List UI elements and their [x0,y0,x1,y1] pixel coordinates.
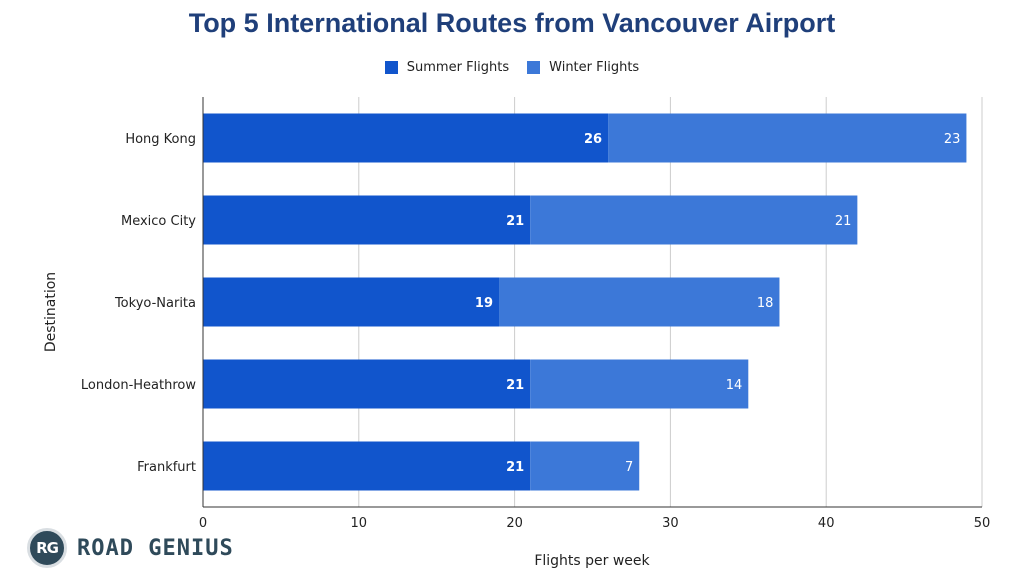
data-label: 18 [757,296,774,311]
data-label: 19 [475,296,493,311]
x-tick-label: 20 [506,516,523,531]
bar-summer [203,195,531,245]
bar-winter [530,441,640,491]
chart-title: Top 5 International Routes from Vancouve… [188,8,836,38]
bar-winter [530,195,858,245]
legend-item-winter: Winter Flights [527,60,639,75]
road-genius-logo: RG ROAD GENIUS [27,528,234,568]
bar-summer [203,113,609,163]
category-label: Tokyo-Narita [114,296,196,311]
x-axis-title: Flights per week [534,553,650,569]
x-tick-label: 30 [662,516,679,531]
legend-swatch-winter [527,61,541,74]
bar-winter [608,113,967,163]
x-tick-label: 50 [974,516,991,531]
bar-winter [530,359,749,409]
x-tick-label: 40 [818,516,835,531]
legend-item-summer: Summer Flights [384,60,510,75]
legend-swatch-summer [384,61,398,74]
data-label: 21 [506,378,524,393]
x-tick-label: 0 [199,516,207,531]
category-label: Hong Kong [125,132,196,147]
bar-summer [203,441,531,491]
legend-label-summer: Summer Flights [406,60,510,75]
y-axis-title: Destination [43,272,59,352]
legend: Summer Flights Winter Flights [0,60,1024,75]
category-labels: Hong Kong Mexico City Tokyo-Narita London-H… [81,132,196,475]
data-label: 23 [944,132,961,147]
x-tick-labels: 0 10 20 30 40 50 [199,516,990,531]
bar-summer [203,277,500,327]
category-label: London-Heathrow [81,378,196,393]
logo-badge: RG [27,528,67,568]
bar-winter [499,277,780,327]
data-label: 7 [625,460,633,475]
legend-label-winter: Winter Flights [549,60,640,75]
category-label: Frankfurt [137,460,196,475]
data-label: 26 [584,132,602,147]
data-label: 21 [506,460,524,475]
data-label: 21 [835,214,852,229]
category-label: Mexico City [121,214,196,229]
data-label: 14 [726,378,743,393]
data-label: 21 [506,214,524,229]
x-tick-label: 10 [351,516,368,531]
bar-summer [203,359,531,409]
bars: 26 23 21 21 19 18 21 14 21 7 [203,113,967,491]
logo-wordmark: ROAD GENIUS [77,535,234,561]
